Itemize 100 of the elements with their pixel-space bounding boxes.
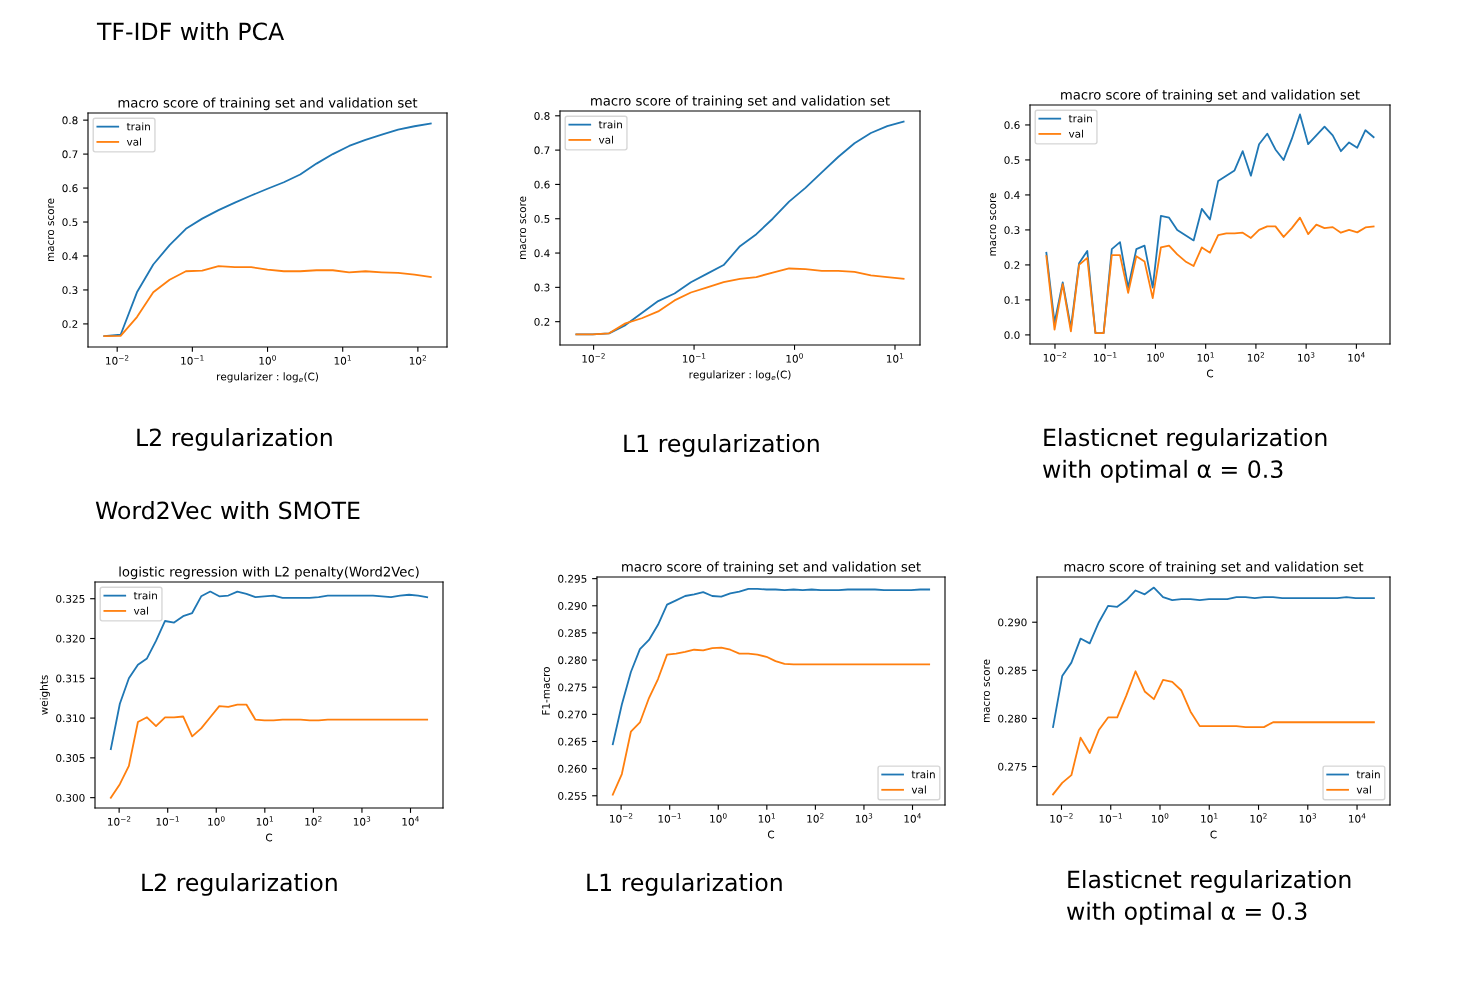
y-tick-label: 0.3 [534,283,550,292]
legend-label: val [598,135,614,144]
x-tick-label: 10$^{2}$ [409,355,426,365]
y-tick-label: 0.255 [558,792,587,800]
legend-label: val [911,785,926,794]
legend-label: train [598,120,622,129]
x-tick-label: 10$^{2}$ [1250,813,1267,823]
x-tick-label: 10$^{3}$ [1299,813,1317,823]
x-tick-label: 10$^{0}$ [1151,813,1169,823]
x-axis-title: C [1206,369,1214,378]
y-tick-label: 0.2 [1004,261,1020,270]
x-axis-title: regularizer : log$_{e}$(C) [689,370,791,381]
y-tick-label: 0.270 [558,710,587,719]
y-tick-label: 0.275 [998,762,1027,771]
y-tick-label: 0.2 [534,317,550,326]
x-tick-label: 10$^{0}$ [1147,352,1164,362]
y-tick-label: 0.295 [558,574,587,583]
text: Word2Vec with SMOTE [95,501,360,520]
text: L2 regularization [137,428,332,451]
y-axis-title: macro score [48,198,55,262]
legend-label: train [126,122,150,131]
y-tick-label: 0.260 [558,764,587,773]
x-tick-label: 10$^{3}$ [855,813,873,823]
x-tick-label: 10$^{4}$ [1348,352,1365,362]
y-tick-label: 0.6 [62,184,78,193]
line-series [575,267,905,336]
chart-title: logistic regression with L2 penalty(Word2Vec) [119,566,419,580]
y-tick-label: 0.7 [62,150,78,159]
x-tick-label: 10$^{2}$ [305,816,322,826]
text: L1 regularization [587,873,782,896]
y-axis-title: weights [39,675,50,715]
y-tick-label: 0.2 [62,320,78,329]
x-tick-label: 10$^{−2}$ [1043,352,1067,362]
x-tick-label: 10$^{−1}$ [1099,813,1122,823]
x-tick-label: 10$^{−1}$ [1094,352,1117,362]
y-tick-label: 0.7 [534,146,550,155]
line-series [1052,586,1375,728]
chart-title: macro score of training set and validation set [622,561,921,575]
line-series [611,588,931,746]
text: L2 regularization [142,873,337,896]
x-tick-label: 10$^{2}$ [1247,352,1265,362]
legend-label: train [1356,770,1380,779]
x-tick-label: 10$^{1}$ [256,816,273,826]
x-tick-label: 10$^{3}$ [1298,352,1315,362]
x-tick-label: 10$^{4}$ [402,816,419,826]
y-tick-label: 0.3 [62,286,78,295]
x-axis-title: C [767,830,775,839]
y-tick-label: 0.310 [56,714,85,723]
x-tick-label: 10$^{4}$ [1349,813,1366,823]
line-series [109,703,429,799]
y-tick-label: 0.290 [558,602,587,610]
text: Elasticnet regularization with optimal α = 0.3 [1042,428,1327,483]
line-series [109,590,429,751]
x-axis-title: C [1210,830,1217,839]
y-axis-title: macro score [990,193,997,256]
y-tick-label: 0.275 [558,683,587,692]
y-tick-label: 0.300 [56,793,85,802]
legend-label: val [126,137,142,146]
y-tick-label: 0.285 [558,629,587,638]
line-series [103,265,432,338]
y-tick-label: 0.320 [56,634,85,643]
y-tick-label: 0.285 [998,666,1027,675]
y-axis-title: macro score [520,196,527,260]
legend-label: train [133,591,157,600]
legend-label: train [911,770,935,779]
y-tick-label: 0.0 [1004,331,1020,340]
x-tick-label: 10$^{−1}$ [658,813,681,823]
x-tick-label: 10$^{−2}$ [582,353,605,363]
legend-label: val [1068,129,1084,138]
legend-label: val [133,606,149,615]
x-tick-label: 10$^{1}$ [886,353,904,363]
text: TF-IDF with PCA [96,22,285,41]
y-tick-label: 0.5 [62,218,78,227]
x-axis-title: C [265,833,273,842]
y-tick-label: 0.305 [56,754,85,762]
y-tick-label: 0.6 [1004,121,1020,130]
y-axis-title: F1-macro [542,667,550,715]
legend-label: val [1356,785,1371,794]
chart-title: macro score of training set and validation set [1061,89,1360,103]
y-tick-label: 0.280 [998,714,1027,723]
x-tick-label: 10$^{1}$ [758,813,775,823]
x-axis-title: regularizer : log$_{e}$(C) [217,372,318,383]
x-tick-label: 10$^{−1}$ [181,355,204,365]
chart-title: macro score of training set and validation set [591,95,890,109]
x-tick-label: 10$^{1}$ [1201,813,1218,823]
y-tick-label: 0.290 [998,618,1027,627]
x-tick-label: 10$^{1}$ [1197,352,1214,362]
y-tick-label: 0.280 [558,656,587,665]
x-tick-label: 10$^{2}$ [807,813,824,823]
y-tick-label: 0.4 [534,249,550,258]
text: Elasticnet regularization with optimal α = 0.3 [1066,870,1351,925]
y-tick-label: 0.265 [558,737,587,746]
y-tick-label: 0.315 [56,674,85,683]
y-tick-label: 0.325 [56,594,85,603]
y-tick-label: 0.6 [534,180,550,189]
legend-label: train [1068,114,1092,123]
y-tick-label: 0.8 [534,112,550,120]
x-tick-label: 10$^{0}$ [259,355,276,365]
chart-title: macro score of training set and validation set [1064,561,1364,575]
x-tick-label: 10$^{−1}$ [682,353,706,363]
